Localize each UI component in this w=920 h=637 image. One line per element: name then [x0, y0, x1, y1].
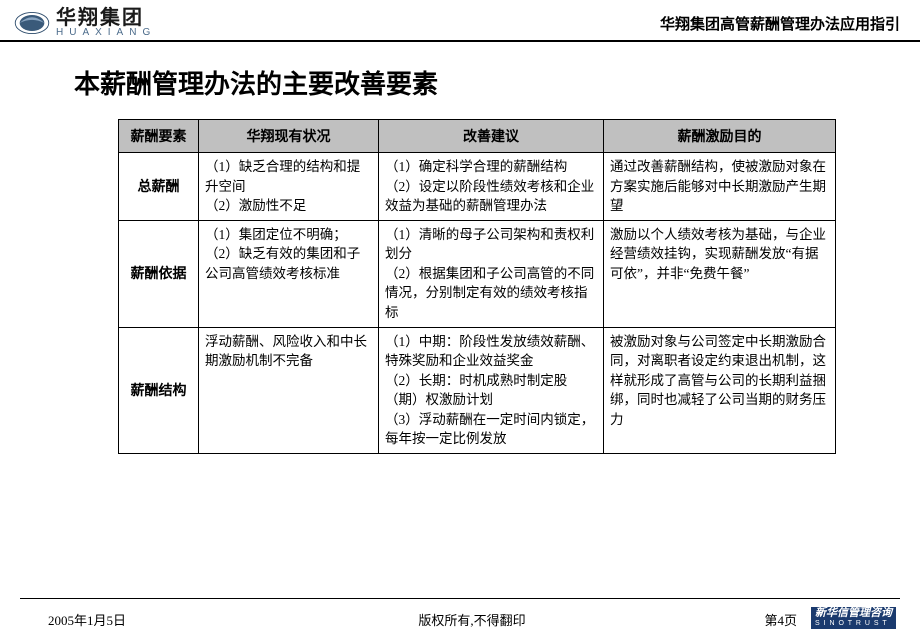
- cell-goal: 被激励对象与公司签定中长期激励合同，对离职者设定约束退出机制，这样就形成了高管与…: [604, 327, 836, 453]
- th-goal: 薪酬激励目的: [604, 120, 836, 153]
- row-head: 薪酬依据: [119, 220, 199, 327]
- page-title: 本薪酬管理办法的主要改善要素: [74, 64, 920, 101]
- cell-suggest: （1）中期：阶段性发放绩效薪酬、特殊奖励和企业效益奖金（2）长期：时机成熟时制定…: [379, 327, 604, 453]
- th-current: 华翔现有状况: [199, 120, 379, 153]
- improvement-table: 薪酬要素 华翔现有状况 改善建议 薪酬激励目的 总薪酬 （1）缺乏合理的结构和提…: [118, 119, 836, 454]
- th-element: 薪酬要素: [119, 120, 199, 153]
- table-row: 薪酬结构 浮动薪酬、风险收入和中长期激励机制不完备 （1）中期：阶段性发放绩效薪…: [119, 327, 836, 453]
- cell-suggest: （1）清晰的母子公司架构和责权利划分（2）根据集团和子公司高管的不同情况，分别制…: [379, 220, 604, 327]
- cell-current: 浮动薪酬、风险收入和中长期激励机制不完备: [199, 327, 379, 453]
- header-subtitle: 华翔集团高管薪酬管理办法应用指引: [660, 13, 900, 34]
- footer-copyright: 版权所有,不得翻印: [331, 610, 614, 629]
- page-header: 华翔集团 HUAXIANG 华翔集团高管薪酬管理办法应用指引: [0, 0, 920, 42]
- footer-date: 2005年1月5日: [20, 610, 331, 629]
- row-head: 薪酬结构: [119, 327, 199, 453]
- cell-current: （1）缺乏合理的结构和提升空间（2）激励性不足: [199, 153, 379, 221]
- footer-page-number: 第4页: [765, 610, 798, 629]
- logo-cn-text: 华翔集团: [56, 8, 156, 28]
- th-suggest: 改善建议: [379, 120, 604, 153]
- cell-current: （1）集团定位不明确；（2）缺乏有效的集团和子公司高管绩效考核标准: [199, 220, 379, 327]
- table-row: 薪酬依据 （1）集团定位不明确；（2）缺乏有效的集团和子公司高管绩效考核标准 （…: [119, 220, 836, 327]
- logo-block: 华翔集团 HUAXIANG: [14, 8, 156, 38]
- row-head: 总薪酬: [119, 153, 199, 221]
- cell-goal: 通过改善薪酬结构，使被激励对象在方案实施后能够对中长期激励产生期望: [604, 153, 836, 221]
- cell-suggest: （1）确定科学合理的薪酬结构（2）设定以阶段性绩效考核和企业效益为基础的薪酬管理…: [379, 153, 604, 221]
- logo-en-text: HUAXIANG: [56, 28, 156, 38]
- huaxiang-logo-icon: [14, 8, 50, 38]
- sinotrust-logo: 新华信管理咨询 S I N O T R U S T: [811, 607, 896, 629]
- content-table-wrap: 薪酬要素 华翔现有状况 改善建议 薪酬激励目的 总薪酬 （1）缺乏合理的结构和提…: [0, 119, 920, 454]
- table-row: 总薪酬 （1）缺乏合理的结构和提升空间（2）激励性不足 （1）确定科学合理的薪酬…: [119, 153, 836, 221]
- cell-goal: 激励以个人绩效考核为基础，与企业经营绩效挂钩，实现薪酬发放“有据可依”，并非“免…: [604, 220, 836, 327]
- page-footer: 2005年1月5日 版权所有,不得翻印 第4页 新华信管理咨询 S I N O …: [0, 598, 920, 629]
